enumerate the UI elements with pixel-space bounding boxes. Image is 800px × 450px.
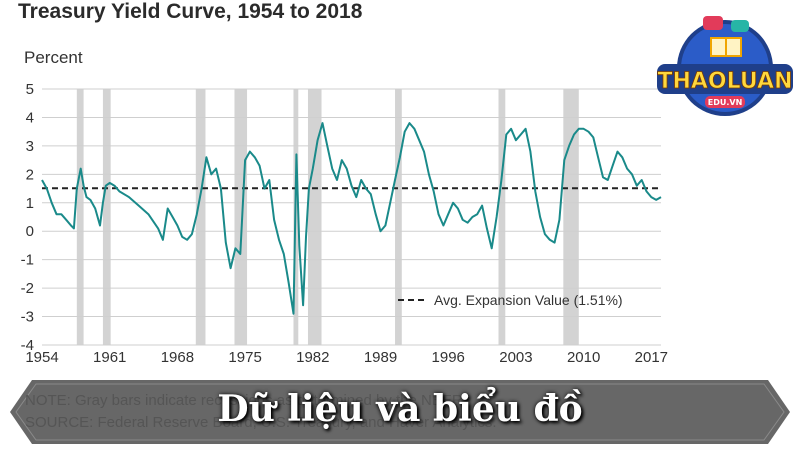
- svg-text:EDU.VN: EDU.VN: [708, 98, 743, 107]
- y-tick-label: 2: [26, 166, 34, 183]
- x-tick-label: 1982: [296, 349, 329, 366]
- y-tick-label: -3: [21, 309, 34, 326]
- x-tick-label: 2010: [567, 349, 600, 366]
- y-tick-label: 0: [26, 223, 34, 240]
- y-tick-label: 3: [26, 138, 34, 155]
- x-tick-label: 2017: [635, 349, 668, 366]
- caption-banner: [10, 380, 790, 444]
- x-tick-label: 1975: [228, 349, 261, 366]
- x-tick-label: 2003: [499, 349, 532, 366]
- recession-bar: [234, 89, 248, 345]
- y-tick-label: -1: [21, 252, 34, 269]
- note-text: NOTE: Gray bars indicate recessions as d…: [25, 392, 467, 409]
- y-tick-label: 5: [26, 81, 34, 98]
- y-tick-label: 4: [26, 109, 34, 126]
- thaoluan-logo: THAOLUAN EDU.VN: [657, 16, 793, 116]
- recession-bar: [195, 89, 206, 345]
- caption-title: Dữ liệu và biểu đồ: [217, 388, 583, 430]
- legend-label: Avg. Expansion Value (1.51%): [434, 292, 623, 308]
- x-tick-label: 1989: [364, 349, 397, 366]
- y-tick-label: 1: [26, 195, 34, 212]
- y-tick-label: -4: [21, 337, 34, 354]
- recession-bar: [307, 89, 322, 345]
- source-text: SOURCE: Federal Reserve Board, U.S. Trea…: [25, 414, 497, 431]
- x-tick-label: 1961: [93, 349, 126, 366]
- y-tick-label: -2: [21, 280, 34, 297]
- y-axis-label: Percent: [24, 48, 83, 67]
- x-tick-label: 1996: [432, 349, 465, 366]
- recession-bar: [498, 89, 506, 345]
- svg-text:THAOLUAN: THAOLUAN: [657, 69, 792, 94]
- x-tick-label: 1954: [25, 349, 58, 366]
- recession-bar: [395, 89, 402, 345]
- recession-bar: [76, 89, 84, 345]
- chart-title: Treasury Yield Curve, 1954 to 2018: [18, 0, 363, 23]
- recession-bar: [102, 89, 111, 345]
- yield-series-line: [41, 122, 662, 315]
- x-tick-label: 1968: [161, 349, 194, 366]
